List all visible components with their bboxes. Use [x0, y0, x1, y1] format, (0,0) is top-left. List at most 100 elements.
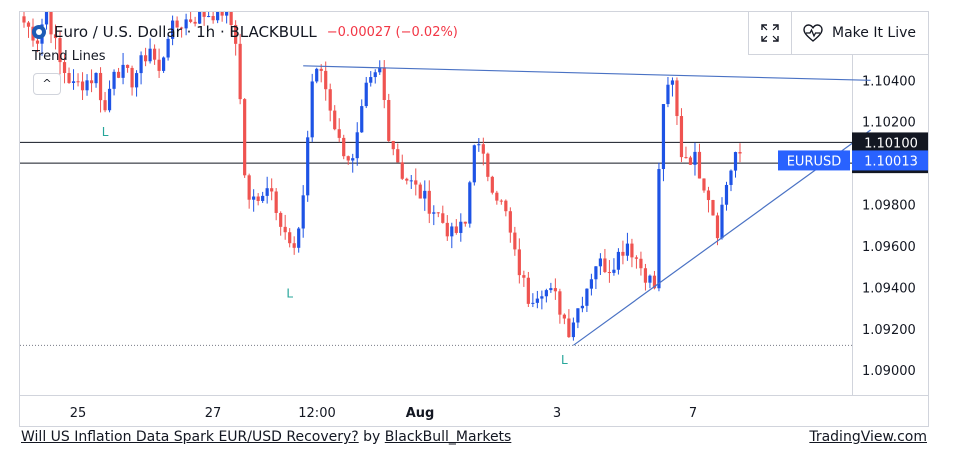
candle-body [130, 67, 134, 88]
candle-body [44, 12, 49, 25]
candle-body [580, 305, 584, 309]
candle-body [693, 151, 697, 165]
candle-body [256, 196, 260, 201]
candles [22, 12, 742, 341]
candle-body [143, 55, 148, 62]
candle-body [553, 288, 557, 292]
x-tick-label: 7 [689, 406, 697, 421]
candle-body [576, 308, 580, 323]
candle-body [26, 22, 31, 27]
candle-body [418, 184, 422, 199]
candle-body [490, 176, 494, 193]
candle-body [89, 80, 94, 84]
candle-body [517, 249, 521, 276]
symbol-name-tag: EURUSD [787, 154, 842, 169]
candle-body [198, 12, 202, 24]
make-it-live-button[interactable]: Make It Live [792, 12, 928, 54]
candle-body [125, 64, 130, 68]
candle-body [139, 55, 143, 74]
make-it-live-label: Make It Live [832, 25, 916, 41]
candle-body [508, 211, 512, 233]
candle-body [481, 144, 485, 154]
candle-body [337, 129, 341, 138]
candle-body [103, 100, 107, 111]
candle-body [301, 195, 305, 229]
candle-body [157, 59, 161, 71]
x-tick-label: 27 [205, 406, 222, 421]
x-tick-label: Aug [406, 406, 435, 421]
candle-body [702, 178, 706, 191]
level-price-tag: 1.10100 [864, 136, 918, 151]
candle-body [351, 158, 355, 161]
author-link[interactable]: BlackBull_Markets [384, 429, 512, 445]
tradingview-link[interactable]: TradingView.com [809, 429, 927, 445]
chart-canvas[interactable]: 1.09000 1.09200 1.09400 1.09600 1.09800 1.100… [20, 12, 929, 427]
candle-body [688, 157, 693, 165]
candle-body [738, 152, 742, 154]
y-tick-label: 1.10400 [862, 74, 916, 89]
swing-low-label: L [102, 125, 109, 139]
candle-body [513, 232, 517, 250]
candle-body [364, 82, 368, 107]
candle-body [729, 170, 733, 185]
candle-body [373, 72, 377, 78]
candle-body [225, 12, 229, 16]
candle-body [711, 200, 715, 216]
indicator-label[interactable]: Trend Lines [32, 49, 106, 64]
candle-body [180, 27, 184, 29]
candle-body [607, 272, 612, 274]
candle-body [175, 20, 179, 28]
candle-body [562, 314, 566, 319]
candle-body [684, 157, 688, 159]
candle-body [391, 140, 395, 150]
candle-body [378, 67, 382, 73]
candle-body [724, 184, 729, 205]
chart-title: Euro / U.S. Dollar · 1h · BLACKBULL [54, 23, 317, 41]
candle-body [733, 152, 738, 171]
candle-body [589, 279, 593, 289]
candle-body [715, 215, 720, 239]
current-price-tag-bg [852, 150, 928, 171]
collapse-legend-button[interactable]: ^ [33, 73, 61, 95]
candle-body [292, 243, 296, 248]
candle-body [148, 48, 152, 62]
candle-body [328, 89, 332, 111]
candle-body [612, 269, 616, 273]
candle-body [306, 137, 310, 196]
candle-body [171, 20, 175, 39]
candle-body [71, 81, 76, 83]
candle-body [207, 16, 211, 18]
candle-body [436, 212, 440, 214]
candle-body [342, 137, 346, 157]
idea-footer: Will US Inflation Data Spark EUR/USD Rec… [21, 429, 511, 445]
candle-body [134, 73, 139, 88]
candle-body [382, 67, 386, 101]
x-tick-label: 3 [553, 406, 561, 421]
candle-body [315, 68, 319, 82]
candle-body [639, 258, 643, 269]
fullscreen-button[interactable] [749, 12, 792, 54]
symbol-logo-icon [32, 25, 46, 39]
candle-body [274, 191, 278, 213]
idea-title-link[interactable]: Will US Inflation Data Spark EUR/USD Rec… [21, 429, 359, 445]
candle-body [468, 182, 472, 224]
candle-body [499, 200, 503, 202]
candle-body [603, 258, 607, 273]
candle-body [661, 104, 666, 170]
candle-body [522, 275, 526, 278]
candle-body [571, 322, 575, 338]
candle-body [679, 116, 684, 158]
candle-body [49, 12, 53, 35]
price-change: −0.00027 (−0.02%) [326, 24, 458, 40]
chart-header: Euro / U.S. Dollar · 1h · BLACKBULL −0.0… [32, 21, 458, 43]
current-price-tag: 1.10013 [864, 154, 918, 169]
candle-body [193, 21, 197, 24]
candle-body [355, 132, 359, 159]
candle-body [116, 71, 121, 78]
candle-body [643, 268, 648, 283]
symbol-name-tag-bg [778, 150, 850, 171]
candle-body [697, 151, 702, 179]
candle-body [720, 204, 724, 239]
candle-body [495, 192, 499, 201]
heart-pulse-icon [803, 24, 823, 42]
